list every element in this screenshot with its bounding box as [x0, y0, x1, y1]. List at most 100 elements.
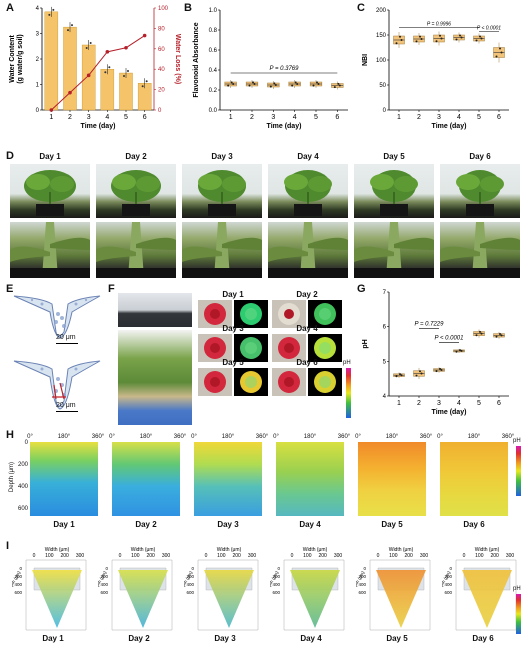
heatmap-x-tick: 180° — [303, 434, 317, 440]
heatmap-y-tick: 600 — [17, 506, 28, 512]
y-tick-label: 1.0 — [209, 8, 218, 14]
data-point — [291, 84, 294, 87]
x-tick-label: 5 — [124, 114, 128, 121]
heatmap-y-label: Depth (μm) — [9, 461, 15, 493]
ph-map-center — [319, 342, 331, 354]
cone-depth-tick: 200 — [100, 574, 108, 579]
plant-photo-whole — [182, 164, 262, 218]
cone-width-tick: 300 — [162, 553, 171, 559]
i-day-label: Day 4 — [300, 634, 322, 643]
water-loss-point — [68, 90, 72, 95]
x-tick-label: 3 — [87, 114, 91, 121]
ph-sensor-images — [272, 334, 342, 362]
data-point — [395, 375, 398, 378]
h-day-label: Day 3 — [217, 520, 239, 529]
cone-depth-tick: 400 — [14, 582, 22, 587]
y-tick-label: 0.4 — [209, 68, 218, 74]
cone-width-label: Width (μm) — [475, 547, 500, 553]
data-point — [499, 332, 501, 335]
plant-photo-closeup — [354, 222, 434, 278]
y2-axis-label: Water Loss (%) — [174, 34, 181, 84]
sensor-core — [284, 377, 294, 387]
sensor-device-photo — [118, 293, 192, 327]
cone-depth-tick: 200 — [358, 574, 366, 579]
y-tick-label: 6 — [383, 325, 387, 331]
data-point — [500, 51, 503, 54]
p-value-label: P < 0.0001 — [435, 335, 464, 341]
x-axis-label: Time (day) — [432, 409, 467, 416]
cone-width-tick: 0 — [463, 553, 466, 559]
data-point — [337, 82, 340, 85]
data-point — [459, 349, 461, 352]
heatmap-x-tick: 360° — [173, 434, 187, 440]
i-day-label: Day 2 — [128, 634, 150, 643]
y-axis-label: Flavonoid Absorbance — [193, 22, 200, 97]
ph-depth-heatmap — [276, 442, 344, 516]
data-point — [294, 81, 297, 84]
heatmap-x-tick: 180° — [385, 434, 399, 440]
x-tick-label: 2 — [68, 114, 72, 121]
cone-depth-tick: 0 — [191, 566, 194, 571]
cone-width-tick: 300 — [76, 553, 85, 559]
day-label: Day 1 — [39, 152, 61, 161]
y2-tick-label: 100 — [158, 6, 169, 12]
cone-depth-tick: 0 — [363, 566, 366, 571]
panel-letter-i: I — [6, 540, 10, 552]
heatmap-x-tick: 360° — [337, 434, 351, 440]
y2-tick-label: 60 — [158, 47, 165, 53]
heatmap-y-tick: 0 — [24, 440, 28, 446]
y-tick-label: 4 — [36, 6, 40, 12]
frame — [25, 559, 87, 631]
heatmap-y-tick: 400 — [17, 484, 28, 490]
sensor-core — [284, 309, 294, 319]
x-tick-label: 6 — [497, 400, 501, 407]
y-tick-label: 50 — [379, 83, 386, 89]
ph-map-center — [245, 342, 257, 354]
x-tick-label: 6 — [143, 114, 147, 121]
heatmap-x-tick: 0° — [355, 434, 361, 440]
data-point — [123, 75, 125, 78]
cone-depth-tick: 600 — [186, 590, 194, 595]
x-tick-label: 3 — [437, 400, 441, 407]
panel-letter-a: A — [6, 2, 14, 14]
plant-photo-closeup — [182, 222, 262, 278]
cone-depth-tick: 600 — [444, 590, 452, 595]
data-point — [440, 37, 443, 40]
f-day-label: Day 1 — [222, 290, 244, 299]
cone-width-tick: 200 — [404, 553, 413, 559]
ph-depth-heatmap — [30, 442, 98, 516]
heatmap-x-tick: 180° — [57, 434, 71, 440]
y-axis-label: Water Content — [9, 35, 16, 83]
cone — [204, 570, 254, 628]
cone-width-tick: 0 — [377, 553, 380, 559]
f-day-label: Day 3 — [222, 324, 244, 333]
ph-sensor-images — [272, 368, 342, 396]
cone-width-label: Width (μm) — [389, 547, 414, 553]
i-colorbar-label: pH — [513, 586, 521, 592]
cone-width-tick: 100 — [303, 553, 312, 559]
cone-width-tick: 200 — [490, 553, 499, 559]
panel-letter-e: E — [6, 283, 14, 295]
cone-depth-tick: 0 — [449, 566, 452, 571]
ph-sensor-images — [198, 334, 268, 362]
sensor-core — [284, 343, 294, 353]
bar — [100, 68, 115, 111]
water-loss-point — [124, 45, 128, 50]
x-tick-label: 6 — [335, 114, 339, 121]
data-point — [415, 40, 418, 43]
data-point — [439, 34, 441, 37]
x-tick-label: 6 — [497, 114, 501, 121]
data-point — [399, 373, 401, 376]
cone-depth-tick: 400 — [186, 582, 194, 587]
f-colorbar-label: pH — [343, 360, 351, 366]
cone-width-tick: 0 — [33, 553, 36, 559]
x-tick-label: 5 — [477, 400, 481, 407]
heatmap-x-tick: 0° — [109, 434, 115, 440]
x-tick-label: 4 — [457, 400, 461, 407]
frame — [197, 559, 259, 631]
data-point — [495, 335, 498, 338]
x-tick-label: 2 — [417, 400, 421, 407]
data-point — [52, 8, 55, 11]
i-day-label: Day 1 — [42, 634, 64, 643]
